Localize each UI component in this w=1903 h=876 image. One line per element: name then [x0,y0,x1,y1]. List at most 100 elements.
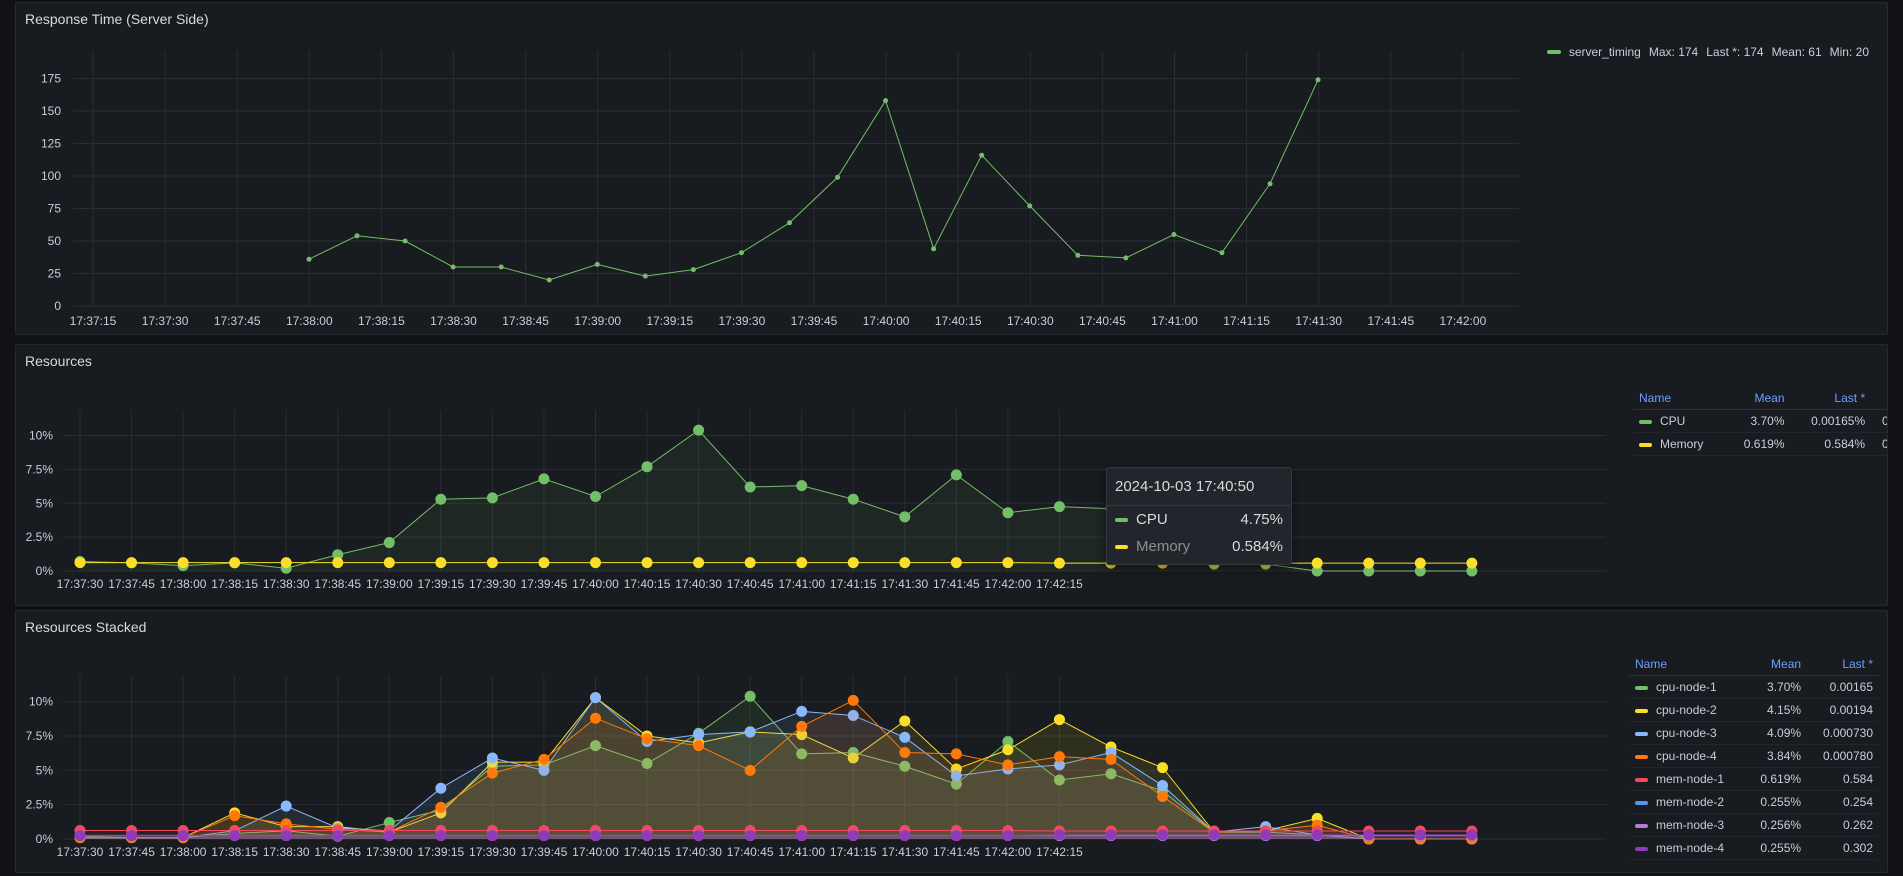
data-point-mem-node-4 [1208,829,1220,841]
y-tick-label: 7.5% [26,462,54,476]
series-area-mem-node-3 [80,835,1472,839]
data-point-Memory [74,557,86,569]
series-line-mem-node-4 [80,834,1472,837]
legend-swatch [1639,442,1652,447]
legend-row-cpu[interactable]: CPU 3.70% 0.00165% 0. [1633,409,1887,433]
y-tick-label: 175 [41,72,61,86]
panel-title[interactable]: Resources [25,353,92,369]
data-point [1027,203,1033,209]
legend-swatch [1635,754,1648,759]
x-tick-label: 17:39:30 [469,577,516,591]
x-tick-label: 17:37:30 [57,577,104,591]
legend-mean: 0.255% [1746,836,1808,860]
data-point-cpu-node-3 [744,726,756,738]
legend-row-cpu-node-3[interactable]: cpu-node-3 4.09% 0.000730 [1629,721,1879,745]
series-area-cpu-node-4 [80,700,1472,839]
data-point-Memory [1466,557,1478,569]
x-tick-label: 17:41:15 [1223,314,1270,328]
legend-mean: 0.619% [1746,767,1808,791]
data-point-mem-node-4 [383,830,395,842]
data-point [1219,250,1225,256]
data-point-CPU [1363,565,1375,577]
legend-row-mem-node-1[interactable]: mem-node-1 0.619% 0.584 [1629,767,1879,791]
legend-header-last[interactable]: Last * [1807,653,1879,676]
tooltip-row-memory: Memory 0.584% [1107,533,1291,564]
hover-tooltip: 2024-10-03 17:40:50 CPU 4.75% Memory 0.5… [1106,467,1292,565]
data-point-mem-node-4 [486,830,498,842]
data-point-cpu-node-1 [950,778,962,790]
panel-title[interactable]: Resources Stacked [25,619,147,635]
resources-chart[interactable]: 0% 2.5% 5% 7.5% 10% 17:37:30 17:37:45 17:38:00 1… [16,345,1888,606]
data-point-Memory [538,557,550,569]
series-line-cpu-node-1 [79,695,1472,840]
x-tick-label: 17:39:15 [417,845,464,859]
data-point-cpu-node-3 [847,709,859,721]
legend-header-last[interactable]: Last * [1790,387,1872,410]
data-point-CPU [486,492,498,504]
resources-stacked-chart[interactable]: 0% 2.5% 5% 7.5% 10% 17:37:30 17:37:45 17:38:00 1… [16,611,1888,873]
data-point-mem-node-4 [590,830,601,842]
data-point-CPU [1002,507,1014,519]
legend-row-cpu-node-1[interactable]: cpu-node-1 3.70% 0.00165 [1629,675,1879,699]
legend-row-mem-node-2[interactable]: mem-node-2 0.255% 0.254 [1629,790,1879,814]
x-tick-label: 17:37:45 [108,845,155,859]
legend-swatch [1546,50,1561,54]
data-point-Memory [590,557,601,569]
legend-row-mem-node-3[interactable]: mem-node-3 0.256% 0.262 [1629,813,1879,837]
legend-row-cpu-node-2[interactable]: cpu-node-2 4.15% 0.00194 [1629,698,1879,722]
data-point-cpu-node-4 [641,733,653,745]
resources-panel: Resources 0% 2.5% 5% 7.5% 10% 17:37:30 17:37:4… [15,344,1888,606]
data-point-cpu-node-1 [1002,736,1014,748]
x-tick-label: 17:39:30 [719,314,766,328]
data-point-CPU [641,461,653,473]
legend-header-mean[interactable]: Mean [1746,653,1808,676]
x-tick-label: 17:38:00 [160,577,207,591]
legend-row-cpu-node-4[interactable]: cpu-node-4 3.84% 0.000780 [1629,744,1879,768]
data-point-cpu-node-4 [229,810,241,822]
response-time-chart[interactable]: 0 25 50 75 100 125 150 175 17:37:15 17:37:30 17:37… [16,3,1888,335]
y-tick-label: 125 [41,137,61,151]
data-point-mem-node-4 [280,830,292,842]
data-point-CPU [1414,565,1426,577]
data-point [1267,181,1273,187]
data-point-mem-node-4 [229,830,241,842]
data-point-cpu-node-2 [847,752,859,764]
x-tick-label: 17:40:15 [624,577,671,591]
x-tick-label: 17:41:15 [830,577,877,591]
legend-header-name[interactable]: Name [1629,653,1747,676]
y-tick-label: 2.5% [26,798,54,812]
x-tick-label: 17:40:30 [1007,314,1054,328]
data-point-cpu-node-3 [435,782,447,794]
legend-last: 0.262 [1807,813,1879,837]
legend-swatch [1635,777,1648,782]
y-tick-label: 5% [36,763,54,777]
data-point-cpu-node-2 [899,715,911,727]
data-point-mem-node-4 [74,830,86,842]
panel-title[interactable]: Response Time (Server Side) [25,11,209,27]
legend-swatch [1635,846,1648,851]
y-tick-label: 75 [48,202,62,216]
x-tick-label: 17:38:45 [314,577,361,591]
data-point-cpu-node-3 [280,800,292,812]
legend-row-memory[interactable]: Memory 0.619% 0.584% 0. [1633,432,1887,456]
data-point-cpu-node-1 [899,760,911,772]
data-point [835,174,841,180]
legend-header-name[interactable]: Name [1633,387,1727,410]
data-point-mem-node-4 [641,830,653,842]
x-tick-label: 17:38:30 [263,577,310,591]
legend-row-mem-node-4[interactable]: mem-node-4 0.255% 0.302 [1629,836,1879,860]
legend-header-mean[interactable]: Mean [1726,387,1791,410]
x-tick-label: 17:41:00 [1151,314,1198,328]
x-tick-label: 17:37:30 [142,314,189,328]
data-point-mem-node-4 [744,830,756,842]
tooltip-name: CPU [1136,511,1168,528]
response-legend[interactable]: server_timing Max: 174 Last *: 174 Mean:… [1546,45,1869,59]
legend-last: 0.000780 [1807,744,1879,768]
data-point-mem-node-4 [1157,829,1169,841]
x-tick-label: 17:39:15 [417,577,464,591]
y-tick-label: 0% [36,832,54,846]
data-point-cpu-node-3 [486,752,498,764]
x-tick-label: 17:41:45 [1367,314,1414,328]
data-point-mem-node-4 [435,830,447,842]
data-point-cpu-node-1 [796,748,808,760]
